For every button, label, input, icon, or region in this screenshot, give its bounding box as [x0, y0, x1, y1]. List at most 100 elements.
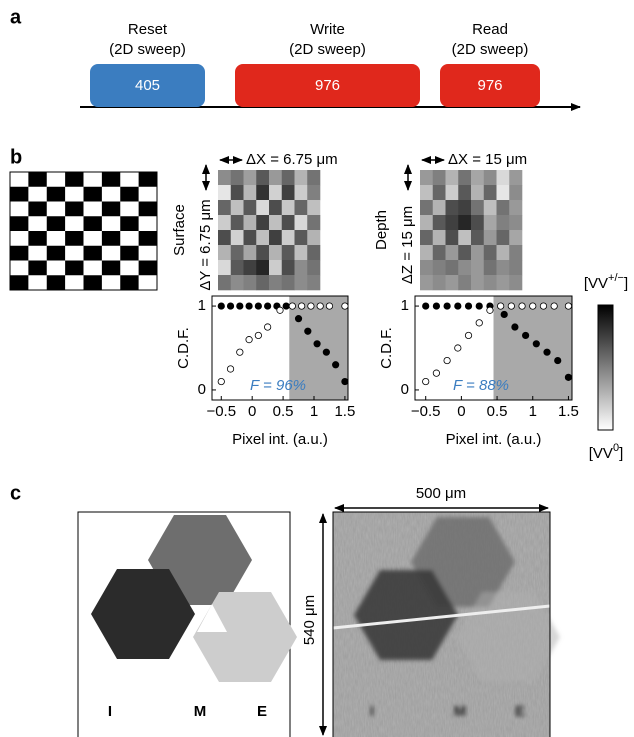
- logo-letter: M: [454, 703, 467, 720]
- data-point: [508, 303, 514, 309]
- data-point: [277, 307, 283, 313]
- map-pixel: [256, 245, 269, 260]
- checker-cell: [84, 231, 103, 246]
- x-tick-label: 1.5: [334, 403, 355, 420]
- y-tick-label: 1: [198, 297, 206, 314]
- checker-cell: [47, 216, 66, 231]
- checker-cell: [139, 202, 158, 217]
- x-tick-label: 0.5: [273, 403, 294, 420]
- map-pixel: [231, 230, 244, 245]
- map-pixel: [231, 275, 244, 290]
- checker-cell: [10, 261, 29, 276]
- checker-cell: [10, 246, 29, 261]
- x-size-label: ΔX = 6.75 μm: [246, 151, 338, 168]
- map-pixel: [497, 230, 510, 245]
- checker-cell: [47, 187, 66, 202]
- data-point: [455, 345, 461, 351]
- checker-cell: [102, 202, 121, 217]
- map-pixel: [446, 170, 459, 185]
- data-point: [487, 307, 493, 313]
- map-pixel: [433, 275, 446, 290]
- map-pixel: [282, 245, 295, 260]
- map-pixel: [484, 215, 497, 230]
- text: +/−: [608, 272, 624, 284]
- data-point: [501, 311, 507, 317]
- checker-cell: [84, 275, 103, 290]
- x-tick-label: 0.5: [487, 403, 508, 420]
- map-pixel: [295, 230, 308, 245]
- data-point: [246, 336, 252, 342]
- data-point: [298, 303, 304, 309]
- map-pixel: [256, 200, 269, 215]
- checker-cell: [120, 246, 139, 261]
- checker-cell: [10, 172, 29, 187]
- map-pixel: [484, 200, 497, 215]
- checker-cell: [120, 187, 139, 202]
- map-pixel: [446, 200, 459, 215]
- map-pixel: [497, 260, 510, 275]
- data-point: [444, 303, 450, 309]
- checker-cell: [102, 231, 121, 246]
- checker-cell: [102, 275, 121, 290]
- map-pixel: [218, 215, 231, 230]
- data-point: [308, 303, 314, 309]
- data-point: [218, 378, 224, 384]
- map-pixel: [484, 245, 497, 260]
- checker-cell: [84, 246, 103, 261]
- side-label: Surface: [171, 204, 188, 256]
- map-pixel: [458, 230, 471, 245]
- checker-cell: [47, 275, 66, 290]
- map-pixel: [218, 245, 231, 260]
- x-axis-label: Pixel int. (a.u.): [232, 431, 328, 448]
- map-pixel: [420, 185, 433, 200]
- colorbar-top-label: [VV+/−]: [584, 272, 628, 292]
- map-pixel: [282, 215, 295, 230]
- map-pixel: [509, 260, 522, 275]
- map-pixel: [446, 185, 459, 200]
- text: ]: [619, 445, 623, 462]
- checker-cell: [139, 231, 158, 246]
- step-title: Reset: [128, 21, 168, 38]
- y-axis-label: C.D.F.: [378, 327, 395, 369]
- map-pixel: [497, 245, 510, 260]
- map-pixel: [433, 185, 446, 200]
- checker-cell: [139, 187, 158, 202]
- map-pixel: [244, 200, 257, 215]
- logo-letter: I: [370, 703, 374, 720]
- data-point: [264, 303, 270, 309]
- data-point: [342, 303, 348, 309]
- data-point: [246, 303, 252, 309]
- map-pixel: [458, 215, 471, 230]
- logo-letter: E: [515, 703, 525, 720]
- checker-cell: [28, 275, 47, 290]
- checker-cell: [139, 275, 158, 290]
- map-pixel: [509, 185, 522, 200]
- map-pixel: [295, 245, 308, 260]
- data-point: [497, 303, 503, 309]
- map-pixel: [282, 230, 295, 245]
- map-pixel: [509, 200, 522, 215]
- data-point: [326, 303, 332, 309]
- map-pixel: [231, 215, 244, 230]
- map-pixel: [295, 215, 308, 230]
- x-tick-label: 1: [529, 403, 537, 420]
- data-point: [423, 303, 429, 309]
- map-pixel: [458, 245, 471, 260]
- data-point: [227, 366, 233, 372]
- checker-cell: [28, 172, 47, 187]
- data-point: [255, 332, 261, 338]
- page: a b c Reset(2D sweep)405Write(2D sweep)9…: [0, 0, 634, 737]
- map-pixel: [509, 215, 522, 230]
- map-pixel: [433, 245, 446, 260]
- fidelity-annotation: F = 96%: [250, 377, 306, 394]
- checker-cell: [65, 275, 84, 290]
- checker-cell: [84, 187, 103, 202]
- checker-cell: [65, 261, 84, 276]
- data-point: [264, 324, 270, 330]
- data-point: [289, 303, 295, 309]
- checker-cell: [102, 246, 121, 261]
- data-point: [255, 303, 261, 309]
- data-point: [317, 303, 323, 309]
- x-axis-label: Pixel int. (a.u.): [446, 431, 542, 448]
- checker-cell: [47, 246, 66, 261]
